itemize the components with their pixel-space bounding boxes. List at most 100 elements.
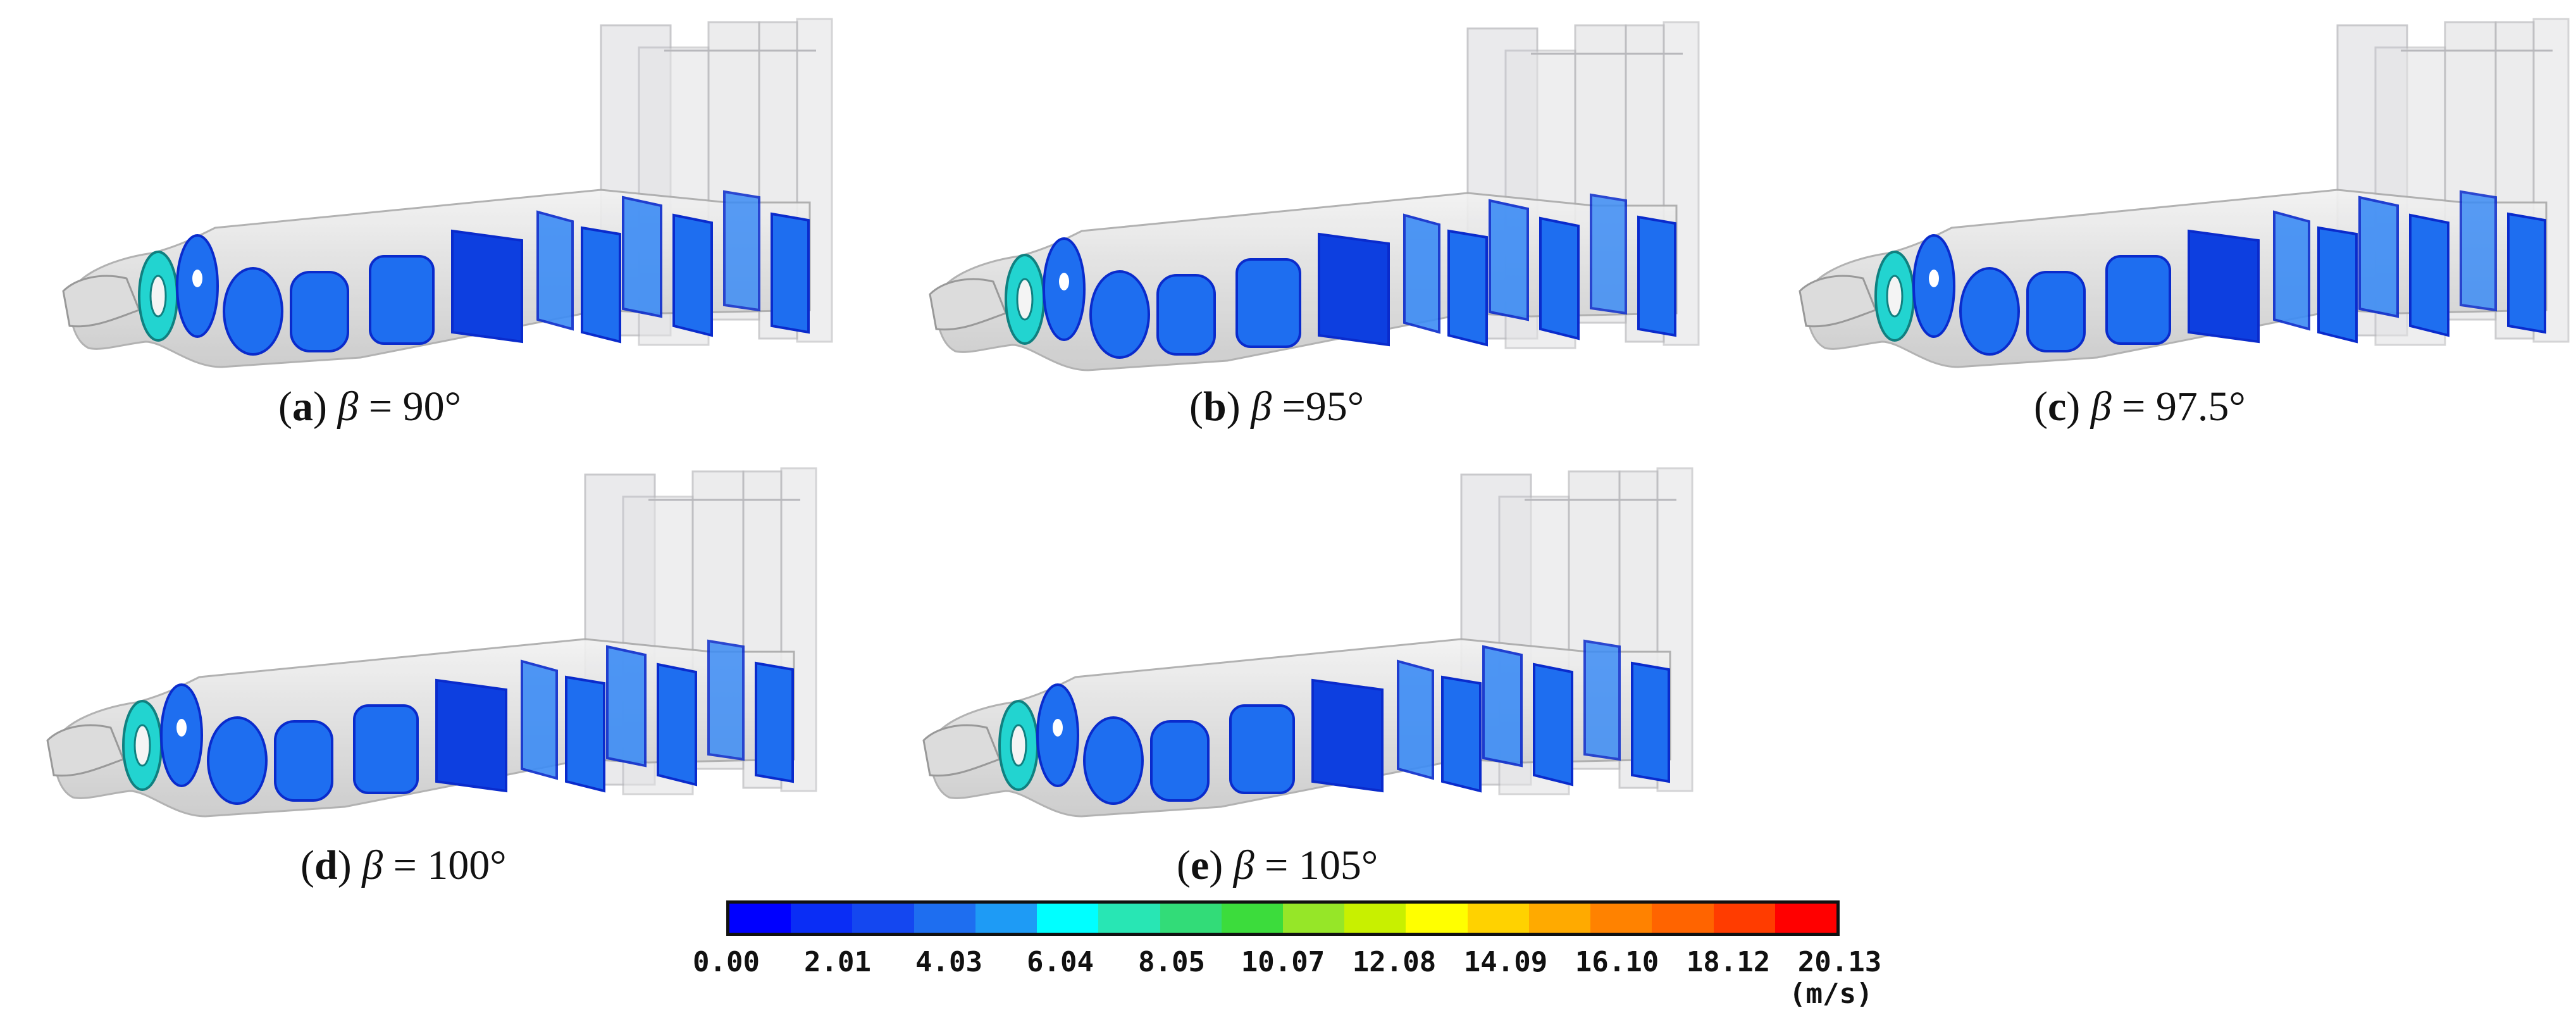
colorbar-tick-label: 20.13 <box>1797 946 1882 978</box>
velocity-slice <box>1441 675 1482 793</box>
velocity-slice <box>755 661 794 783</box>
velocity-slice <box>2358 196 2399 318</box>
velocity-slice <box>1229 704 1295 794</box>
duct-velocity-contour <box>46 467 817 818</box>
velocity-slice <box>369 255 435 345</box>
colorbar-segment <box>1467 904 1529 933</box>
colorbar-segment <box>791 904 853 933</box>
velocity-slice <box>1036 683 1079 787</box>
colorbar-tick-label: 18.12 <box>1686 946 1771 978</box>
panel-e <box>892 462 1702 842</box>
caption-e: (e) β = 105° <box>1177 842 1378 888</box>
velocity-slice <box>565 675 605 793</box>
velocity-slice <box>2105 255 2171 345</box>
inlet-ring-slice <box>998 700 1039 791</box>
velocity-slice <box>771 212 810 334</box>
colorbar-segment <box>1713 904 1775 933</box>
velocity-slice <box>207 716 268 805</box>
velocity-slice <box>1631 661 1670 783</box>
colorbar-segment <box>1774 904 1836 933</box>
velocity-slice <box>223 267 283 356</box>
velocity-slice <box>1089 270 1150 359</box>
caption-c: (c) β = 97.5° <box>2034 383 2246 430</box>
colorbar-tick-label: 10.07 <box>1241 946 1325 978</box>
colorbar-gradient <box>726 900 1840 936</box>
velocity-slice <box>581 226 621 344</box>
colorbar-segment <box>1344 904 1406 933</box>
velocity-slice <box>1637 215 1676 337</box>
panel-b <box>898 16 1708 395</box>
colorbar-segment <box>1590 904 1652 933</box>
colorbar-segment <box>975 904 1037 933</box>
colorbar-segment <box>1528 904 1591 933</box>
velocity-slice <box>1539 216 1580 340</box>
colorbar-segment <box>852 904 914 933</box>
velocity-slice <box>1583 639 1621 761</box>
velocity-slice <box>1311 678 1384 793</box>
velocity-slice <box>1150 720 1210 802</box>
velocity-slice <box>1489 199 1529 321</box>
colorbar-tick-label: 8.05 <box>1138 946 1205 978</box>
colorbar-tick-label: 0.00 <box>693 946 760 978</box>
velocity-slice <box>451 229 523 344</box>
velocity-slice <box>606 645 647 768</box>
inlet-ring-slice <box>122 700 163 791</box>
duct-velocity-contour <box>1799 18 2570 368</box>
velocity-slice <box>290 271 349 352</box>
colorbar-segment <box>1221 904 1283 933</box>
colorbar-tick-label: 14.09 <box>1463 946 1548 978</box>
velocity-slice <box>1447 229 1488 347</box>
colorbar-tick-label: 6.04 <box>1027 946 1094 978</box>
caption-b: (b) β =95° <box>1189 383 1365 430</box>
inlet-ring-slice <box>138 251 178 342</box>
velocity-slice <box>1156 274 1216 356</box>
velocity-colorbar: 0.00 2.01 4.03 6.04 8.05 10.07 12.08 14.09 16.10… <box>693 900 1881 1027</box>
colorbar-segment <box>913 904 975 933</box>
velocity-slice <box>1397 659 1434 780</box>
velocity-slice <box>1912 234 1955 338</box>
velocity-slice <box>176 234 219 338</box>
velocity-slice <box>707 639 745 761</box>
velocity-slice <box>435 678 507 793</box>
colorbar-segment <box>1037 904 1099 933</box>
velocity-slice <box>2507 212 2546 334</box>
velocity-slice <box>1533 663 1573 787</box>
velocity-slice <box>536 210 574 331</box>
velocity-slice <box>2188 229 2260 344</box>
velocity-slice <box>2317 226 2358 344</box>
panel-a <box>32 13 841 392</box>
colorbar-tick-label: 16.10 <box>1575 946 1659 978</box>
colorbar-unit: (m/s) <box>1789 978 1873 1010</box>
colorbar-segment <box>1098 904 1160 933</box>
inlet-ring-slice <box>1874 251 1915 342</box>
duct-velocity-contour <box>922 467 1694 818</box>
velocity-slice <box>1590 193 1627 315</box>
velocity-slice <box>1235 258 1301 348</box>
velocity-slice <box>2409 213 2449 337</box>
velocity-slice <box>274 720 333 802</box>
inlet-ring-slice <box>1005 254 1045 345</box>
velocity-slice <box>160 683 203 787</box>
velocity-slice <box>2026 271 2086 352</box>
velocity-slice <box>1083 716 1144 805</box>
duct-velocity-contour <box>929 21 1700 371</box>
panel-c <box>1768 13 2576 392</box>
colorbar-tick-label: 2.01 <box>804 946 871 978</box>
velocity-slice <box>2273 210 2310 331</box>
velocity-slice <box>2460 190 2497 312</box>
colorbar-segment <box>1282 904 1345 933</box>
caption-a: (a) β = 90° <box>278 383 461 430</box>
velocity-slice <box>723 190 760 312</box>
velocity-slice <box>672 213 713 337</box>
velocity-slice <box>1318 232 1390 347</box>
velocity-slice <box>1403 213 1440 334</box>
colorbar-segment <box>1406 904 1468 933</box>
duct-velocity-contour <box>62 18 833 368</box>
colorbar-segment <box>1652 904 1714 933</box>
velocity-slice <box>1959 267 2020 356</box>
colorbar-segment <box>1160 904 1222 933</box>
velocity-slice <box>1482 645 1523 768</box>
colorbar-segment <box>729 904 791 933</box>
velocity-slice <box>1043 237 1086 341</box>
velocity-slice <box>622 196 662 318</box>
